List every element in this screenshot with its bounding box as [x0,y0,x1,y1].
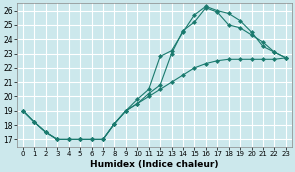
X-axis label: Humidex (Indice chaleur): Humidex (Indice chaleur) [90,159,219,169]
